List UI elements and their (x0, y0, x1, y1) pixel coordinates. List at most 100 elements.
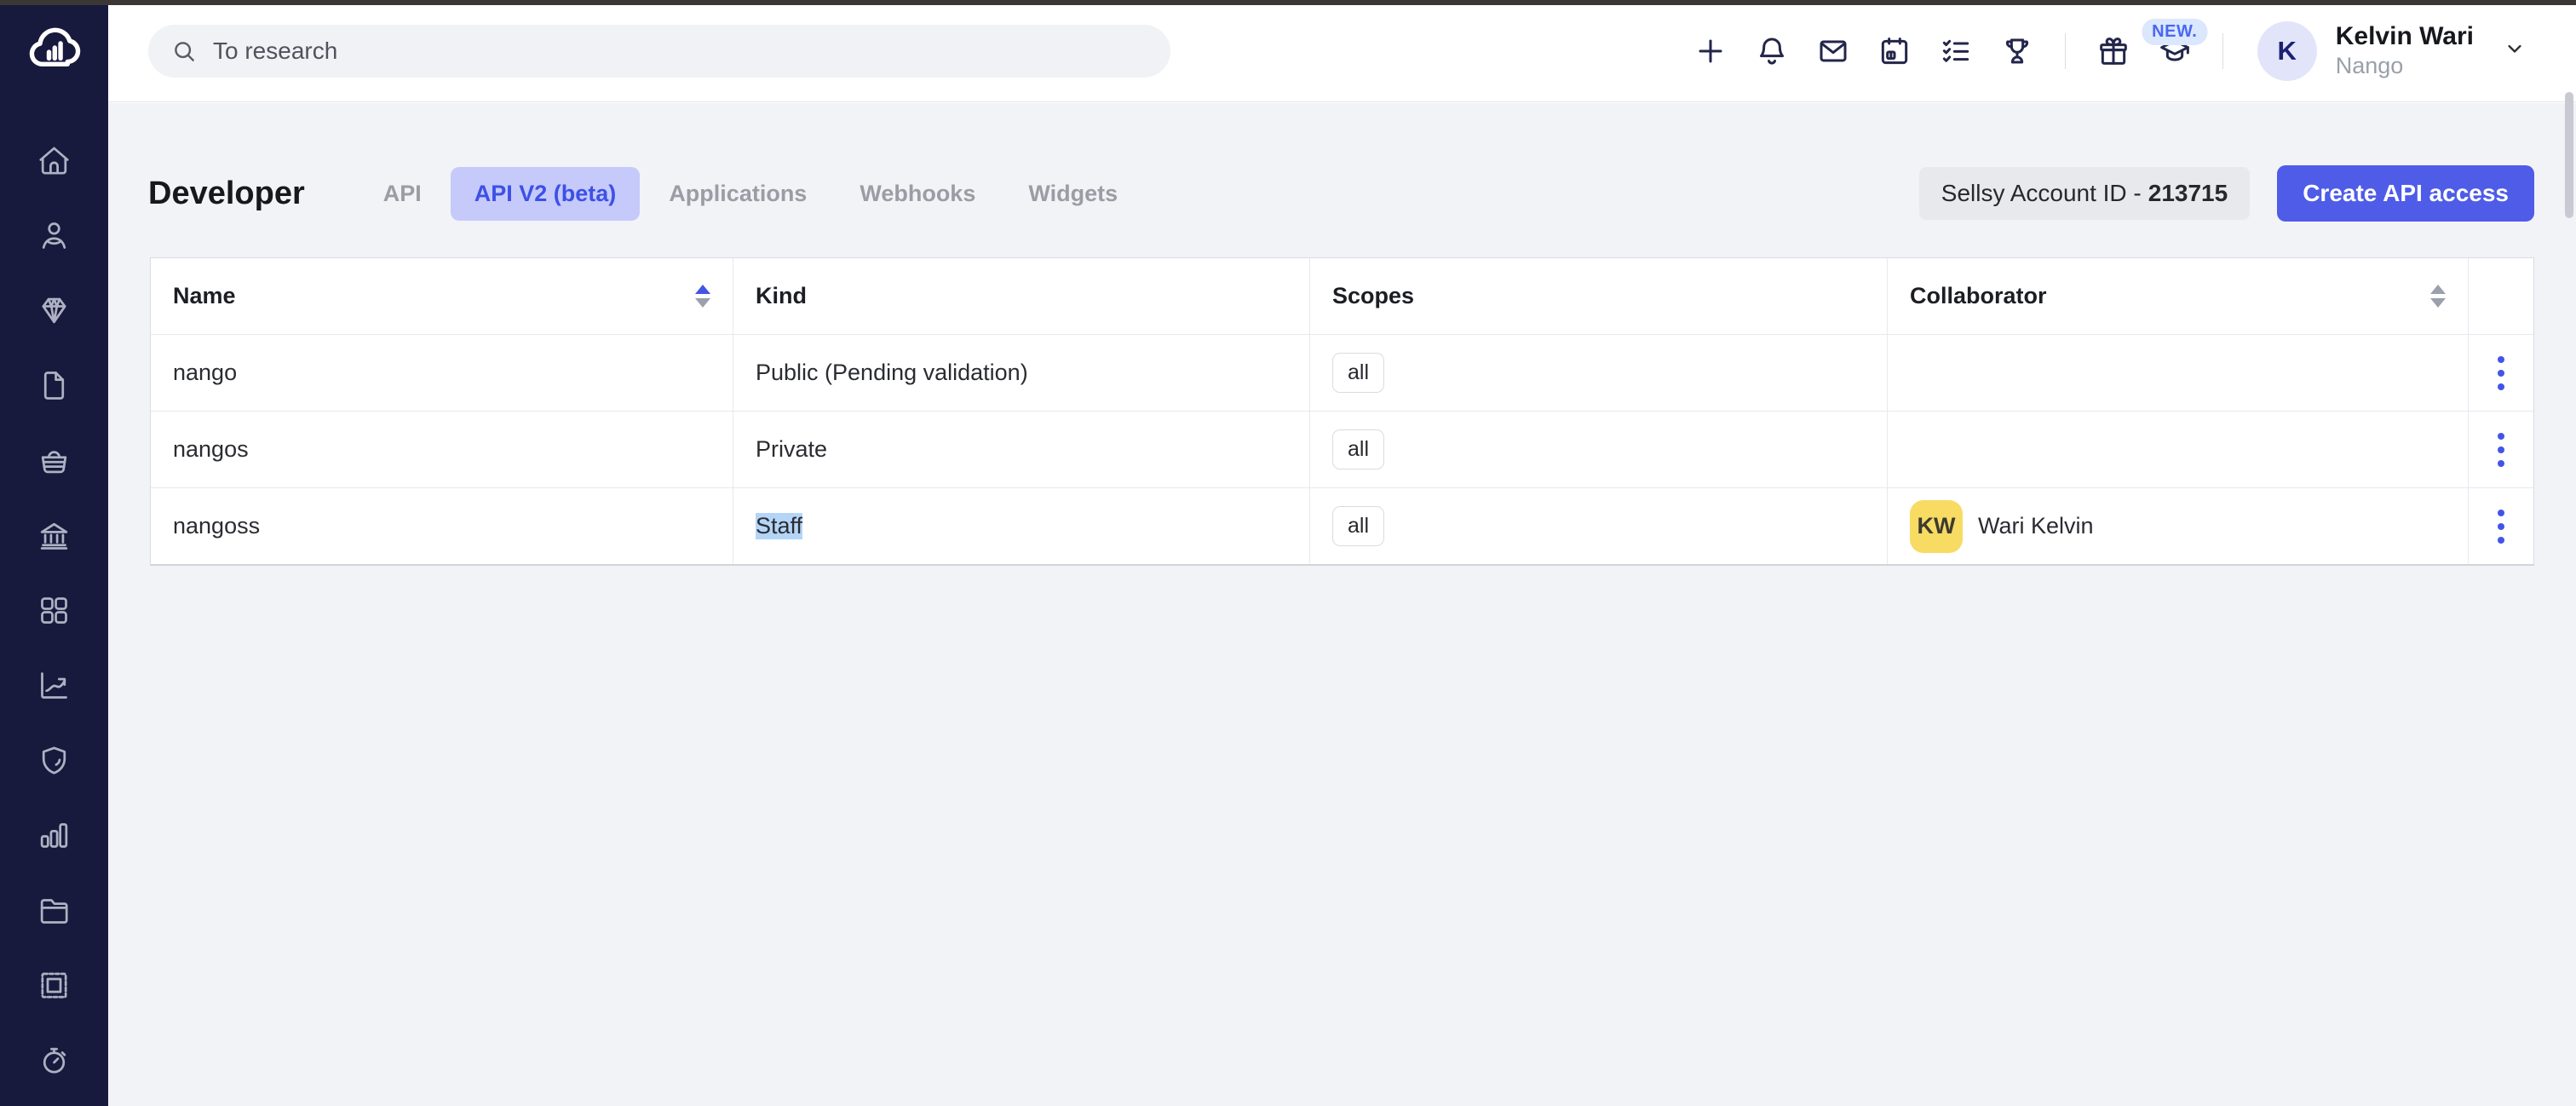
cell-scopes: all (1310, 488, 1888, 564)
user-menu-toggle[interactable] (2503, 37, 2527, 65)
column-header-collaborator[interactable]: Collaborator (1888, 258, 2469, 334)
search-placeholder: To research (213, 37, 338, 64)
collaborator-name: Wari Kelvin (1978, 513, 2094, 539)
sidebar-item-stamps[interactable] (36, 966, 73, 1004)
window-top-strip (0, 0, 2576, 5)
calendar-button[interactable] (1876, 32, 1913, 70)
sidebar-item-apps[interactable] (36, 591, 73, 629)
sidebar-item-analytics[interactable] (36, 666, 73, 704)
row-actions-menu[interactable] (2489, 348, 2513, 399)
table-row: nangoss Staff all KW Wari Kelvin (151, 487, 2533, 564)
sidebar-item-reports[interactable] (36, 816, 73, 854)
bar-chart-icon (40, 822, 68, 848)
topbar-divider (2064, 32, 2066, 69)
tab-api[interactable]: API (382, 180, 422, 206)
cell-collaborator (1888, 335, 2469, 411)
cell-kind: Staff (733, 488, 1310, 564)
document-icon (43, 371, 65, 400)
tab-applications[interactable]: Applications (669, 180, 808, 206)
plus-icon (1699, 39, 1722, 62)
cell-collaborator (1888, 412, 2469, 487)
folder-icon (40, 898, 68, 924)
sort-control-collaborator[interactable] (2430, 285, 2446, 308)
user-menu[interactable]: Kelvin Wari Nango (2336, 21, 2474, 79)
home-icon (39, 147, 69, 175)
sellsy-logo[interactable] (0, 19, 108, 77)
cell-actions (2469, 488, 2533, 564)
tab-api-v2-beta[interactable]: API V2 (beta) (450, 166, 641, 221)
row-actions-menu[interactable] (2489, 424, 2513, 475)
mail-icon (1820, 40, 1847, 61)
sidebar-item-store[interactable] (36, 441, 73, 479)
tab-webhooks[interactable]: Webhooks (860, 180, 976, 206)
sidebar-item-prospecting[interactable] (36, 291, 73, 329)
achievements-button[interactable] (1998, 32, 2036, 70)
stamp-icon (41, 971, 67, 999)
chevron-down-icon (2508, 44, 2521, 53)
shield-icon (42, 746, 66, 775)
user-avatar[interactable]: K (2257, 20, 2317, 81)
sidebar-item-contacts[interactable] (36, 216, 73, 254)
sidebar (0, 0, 108, 1106)
messages-button[interactable] (1814, 32, 1852, 70)
vertical-scrollbar-thumb[interactable] (2565, 92, 2573, 218)
cell-collaborator: KW Wari Kelvin (1888, 488, 2469, 564)
main-content: Developer API API V2 (beta) Applications… (108, 103, 2576, 1106)
column-header-actions (2469, 258, 2533, 334)
tasks-button[interactable] (1937, 32, 1975, 70)
cell-name: nangos (151, 412, 733, 487)
row-actions-menu[interactable] (2489, 501, 2513, 552)
cell-name: nangoss (151, 488, 733, 564)
column-header-kind: Kind (733, 258, 1310, 334)
table-row: nango Public (Pending validation) all (151, 334, 2533, 411)
bell-icon (1759, 37, 1784, 65)
gift-icon (2099, 37, 2127, 65)
trend-chart-icon (41, 671, 67, 699)
account-id-value: 213715 (2148, 180, 2228, 206)
sidebar-item-folders[interactable] (36, 891, 73, 929)
column-header-name[interactable]: Name (151, 258, 733, 334)
column-header-scopes: Scopes (1310, 258, 1888, 334)
page-header-actions: Sellsy Account ID -213715 Create API acc… (1918, 165, 2534, 222)
sidebar-item-documents[interactable] (36, 366, 73, 404)
add-button[interactable] (1692, 32, 1729, 70)
diamond-icon (42, 297, 66, 323)
apps-grid-icon (41, 596, 67, 624)
bank-icon (40, 522, 68, 550)
cell-actions (2469, 335, 2533, 411)
cell-name: nango (151, 335, 733, 411)
create-api-access-button[interactable]: Create API access (2277, 165, 2534, 222)
stopwatch-icon (43, 1047, 66, 1074)
cell-scopes: all (1310, 412, 1888, 487)
developer-tabs: API API V2 (beta) Applications Webhooks … (359, 166, 1141, 221)
scope-badge: all (1332, 506, 1385, 546)
academy-button[interactable]: NEW. (2142, 18, 2208, 70)
sidebar-nav (0, 141, 108, 1079)
sidebar-item-time-tracking[interactable] (36, 1041, 73, 1079)
search-icon (175, 41, 194, 61)
basket-icon (41, 450, 67, 473)
new-badge: NEW. (2142, 18, 2208, 45)
cell-kind: Public (Pending validation) (733, 335, 1310, 411)
search-input[interactable]: To research (148, 24, 1170, 78)
topbar-divider (2222, 32, 2223, 69)
sidebar-item-bank[interactable] (36, 516, 73, 554)
sidebar-item-security[interactable] (36, 741, 73, 779)
cell-scopes: all (1310, 335, 1888, 411)
sidebar-item-home[interactable] (36, 141, 73, 179)
referral-gift-button[interactable] (2095, 32, 2132, 70)
tab-widgets[interactable]: Widgets (1028, 180, 1118, 206)
account-id-label: Sellsy Account ID - (1941, 180, 2142, 206)
account-id-badge: Sellsy Account ID -213715 (1918, 167, 2251, 220)
topbar-actions: NEW. K Kelvin Wari Nango (1668, 18, 2527, 81)
checklist-icon (1942, 39, 1969, 62)
scope-badge: all (1332, 353, 1385, 393)
page-header: Developer API API V2 (beta) Applications… (148, 153, 2534, 234)
person-icon (42, 222, 66, 249)
sort-control-name[interactable] (695, 285, 710, 308)
notifications-button[interactable] (1753, 32, 1791, 70)
calendar-icon (1881, 37, 1907, 64)
trophy-icon (2005, 38, 2028, 63)
topbar: To research NEW. K Kelvin Wari Nango (108, 0, 2576, 102)
kind-text-selected: Staff (756, 513, 803, 539)
